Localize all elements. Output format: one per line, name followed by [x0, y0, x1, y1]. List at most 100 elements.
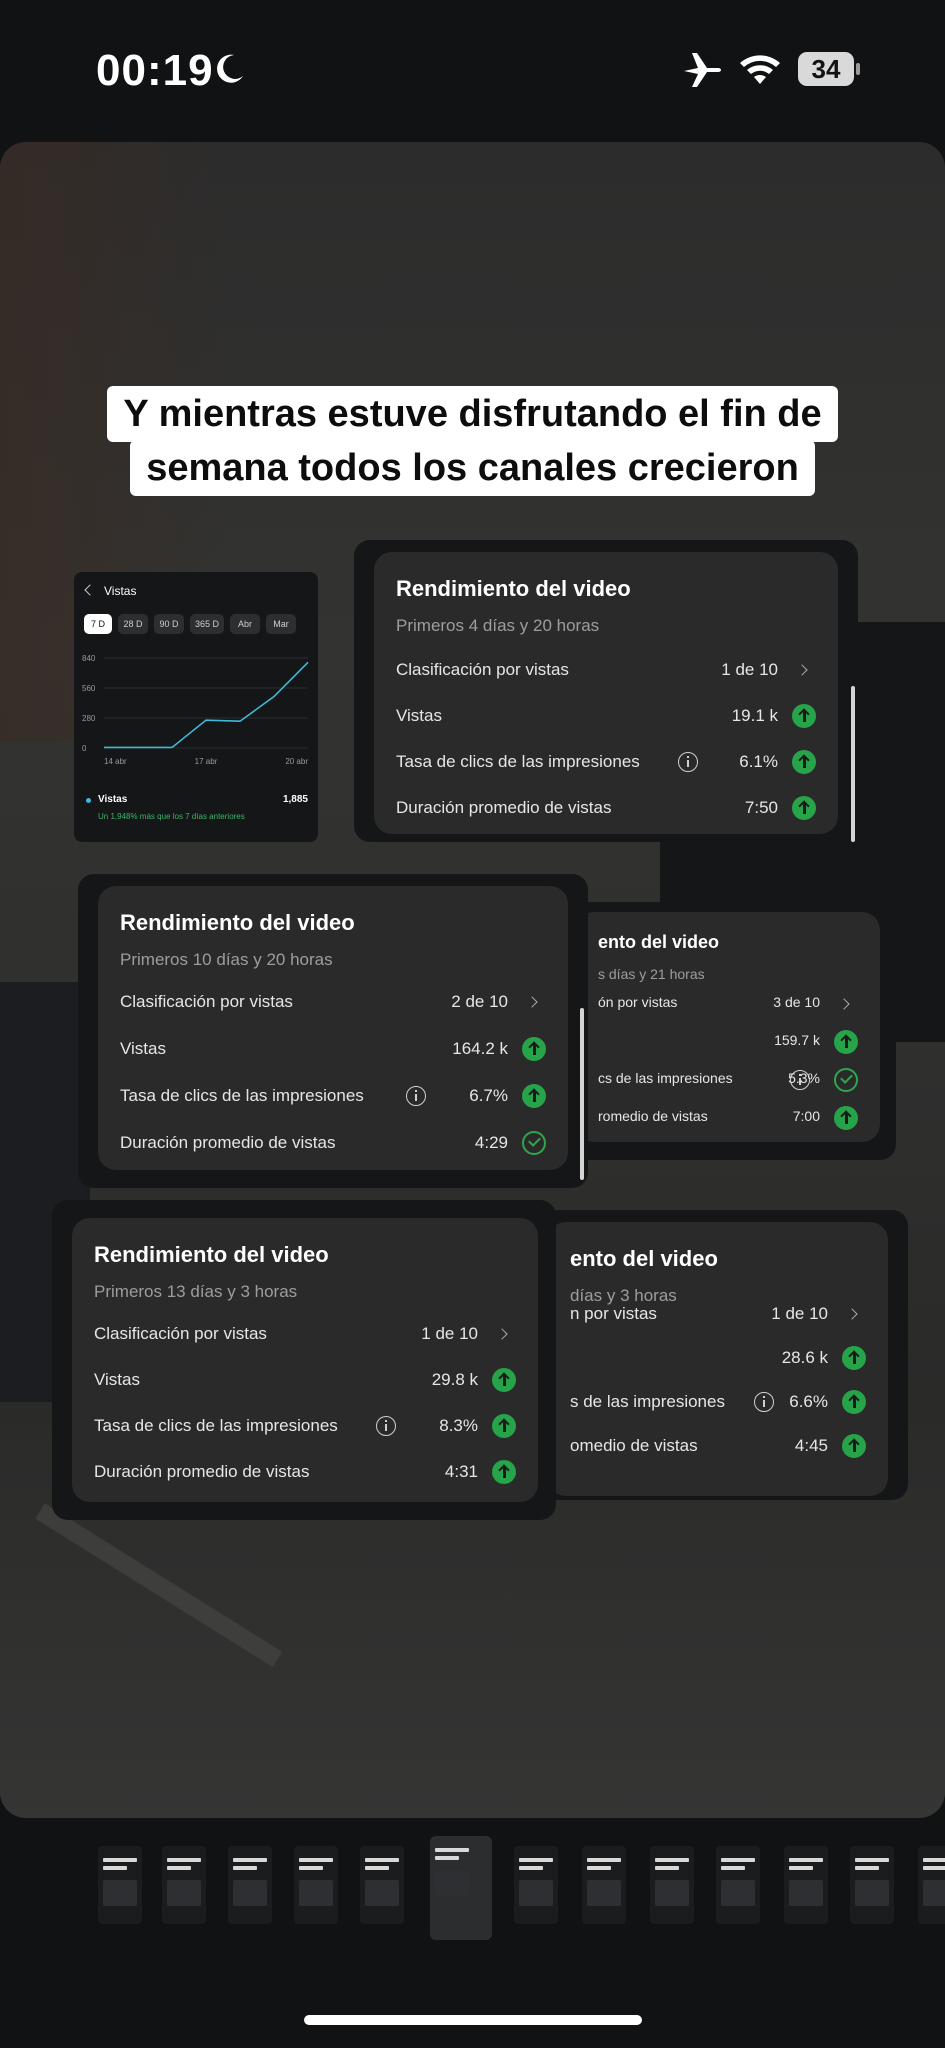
video-performance-card-1: Rendimiento del video Primeros 4 días y 2… — [374, 552, 838, 834]
range-90d[interactable]: 90 D — [154, 614, 184, 634]
info-icon[interactable] — [678, 752, 698, 772]
story-thumbnail[interactable] — [582, 1846, 626, 1924]
story-thumbnail-strip — [0, 1836, 945, 1946]
video-performance-card-2: Rendimiento del video Primeros 10 días y … — [98, 886, 568, 1170]
range-365d[interactable]: 365 D — [190, 614, 224, 634]
card-title: ento del video — [570, 1246, 718, 1271]
metric-label: ón por vistas — [598, 994, 678, 1010]
y-tick-label: 0 — [82, 744, 87, 753]
avg-duration-row: Duración promedio de vistas 7:50 — [396, 794, 816, 824]
y-tick-label: 840 — [82, 654, 96, 663]
views-ranking-row[interactable]: Clasificación por vistas 1 de 10 — [94, 1320, 516, 1350]
trend-up-icon — [842, 1390, 866, 1414]
metric-label: Tasa de clics de las impresiones — [94, 1416, 338, 1435]
chart-card-title: Vistas — [104, 584, 137, 598]
avg-duration-row: Duración promedio de vistas 4:31 — [94, 1458, 516, 1488]
metric-label: cs de las impresiones — [598, 1070, 733, 1086]
back-arrow-icon — [84, 584, 96, 596]
metric-label: romedio de vistas — [598, 1108, 708, 1124]
home-indicator[interactable] — [304, 2015, 642, 2025]
metric-label: Clasificación por vistas — [120, 992, 293, 1011]
range-mar[interactable]: Mar — [266, 614, 296, 634]
trend-up-icon — [834, 1030, 858, 1054]
y-tick-label: 280 — [82, 714, 96, 723]
chevron-right-icon — [834, 992, 858, 1016]
avg-duration-row: Duración promedio de vistas 4:29 — [120, 1129, 546, 1159]
caption-line-1: Y mientras estuve disfrutando el fin de — [107, 386, 838, 442]
views-ranking-row[interactable]: ón por vistas 3 de 10 — [598, 990, 858, 1020]
card-subtitle: Primeros 4 días y 20 horas — [396, 616, 600, 635]
moon-icon — [217, 54, 243, 83]
avg-duration-row: omedio de vistas 4:45 — [570, 1432, 866, 1462]
story-thumbnail[interactable] — [514, 1846, 558, 1924]
metric-label: Vistas — [120, 1039, 166, 1058]
trend-up-icon — [834, 1106, 858, 1130]
x-tick-label: 20 abr — [285, 757, 308, 766]
x-tick-label: 17 abr — [195, 757, 218, 766]
range-28d[interactable]: 28 D — [118, 614, 148, 634]
metric-value: 6.1% — [739, 752, 778, 771]
wifi-icon — [740, 55, 780, 84]
card-title: ento del video — [598, 932, 720, 952]
story-thumbnail[interactable] — [918, 1846, 945, 1924]
story-thumbnail[interactable] — [228, 1846, 272, 1924]
metric-value: 28.6 k — [781, 1348, 828, 1367]
metric-label: Clasificación por vistas — [396, 660, 569, 679]
video-performance-card-3: ento del video s días y 21 horas ón por vi… — [576, 912, 880, 1142]
trend-up-icon — [792, 796, 816, 820]
info-icon[interactable] — [406, 1086, 426, 1106]
views-row: 159.7 k — [598, 1028, 858, 1058]
range-abr[interactable]: Abr — [230, 614, 260, 634]
range-7d[interactable]: 7 D — [84, 614, 112, 634]
scrollbar-2[interactable] — [580, 1008, 584, 1180]
chevron-right-icon — [522, 990, 546, 1014]
card-subtitle: Primeros 10 días y 20 horas — [120, 950, 333, 969]
story-thumbnail[interactable] — [716, 1846, 760, 1924]
metric-value: 159.7 k — [774, 1032, 820, 1048]
info-icon[interactable] — [754, 1392, 774, 1412]
views-ranking-row[interactable]: Clasificación por vistas 2 de 10 — [120, 988, 546, 1018]
range-selector: 7 D 28 D 90 D 365 D Abr Mar — [84, 614, 314, 636]
metric-label: Vistas — [396, 706, 442, 725]
metric-label: n por vistas — [570, 1304, 657, 1323]
trend-up-icon — [842, 1434, 866, 1458]
avg-duration-row: romedio de vistas 7:00 — [598, 1104, 858, 1134]
card-subtitle: días y 3 horas — [570, 1286, 677, 1305]
story-thumbnail[interactable] — [98, 1846, 142, 1924]
metric-value: 19.1 k — [731, 706, 778, 725]
trend-up-icon — [492, 1414, 516, 1438]
ctr-row: s de las impresiones 6.6% — [570, 1388, 866, 1418]
airplane-icon — [684, 53, 721, 87]
story-thumbnail[interactable] — [162, 1846, 206, 1924]
trend-up-icon — [492, 1460, 516, 1484]
story-thumbnail[interactable] — [294, 1846, 338, 1924]
views-row: 28.6 k — [570, 1344, 866, 1374]
trend-up-icon — [522, 1037, 546, 1061]
info-icon[interactable] — [790, 1070, 810, 1090]
legend-comparison: Un 1,948% más que los 7 días anteriores — [98, 812, 245, 821]
metric-value: 5.3% — [788, 1070, 820, 1086]
story-thumbnail[interactable] — [850, 1846, 894, 1924]
views-ranking-row[interactable]: Clasificación por vistas 1 de 10 — [396, 656, 816, 686]
caption: Y mientras estuve disfrutando el fin de … — [80, 386, 865, 496]
metric-value: 2 de 10 — [451, 992, 508, 1011]
story-thumbnail[interactable] — [650, 1846, 694, 1924]
check-circle-icon — [522, 1131, 546, 1155]
chevron-right-icon — [792, 658, 816, 682]
card-subtitle: Primeros 13 días y 3 horas — [94, 1282, 298, 1301]
metric-label: Tasa de clics de las impresiones — [396, 752, 640, 771]
scrollbar-1[interactable] — [851, 686, 855, 842]
legend-value: 1,885 — [282, 794, 308, 805]
views-ranking-row[interactable]: n por vistas 1 de 10 — [570, 1300, 866, 1330]
story-thumbnail[interactable] — [784, 1846, 828, 1924]
trend-up-icon — [492, 1368, 516, 1392]
story-thumbnail[interactable] — [360, 1846, 404, 1924]
chevron-right-icon — [842, 1302, 866, 1326]
ctr-row: Tasa de clics de las impresiones 6.1% — [396, 748, 816, 778]
metric-value: 1 de 10 — [721, 660, 778, 679]
story-thumbnail[interactable] — [430, 1836, 492, 1940]
info-icon[interactable] — [376, 1416, 396, 1436]
status-bar: 00:19 34 — [0, 0, 945, 140]
trend-up-icon — [522, 1084, 546, 1108]
card-subtitle: s días y 21 horas — [598, 966, 705, 982]
